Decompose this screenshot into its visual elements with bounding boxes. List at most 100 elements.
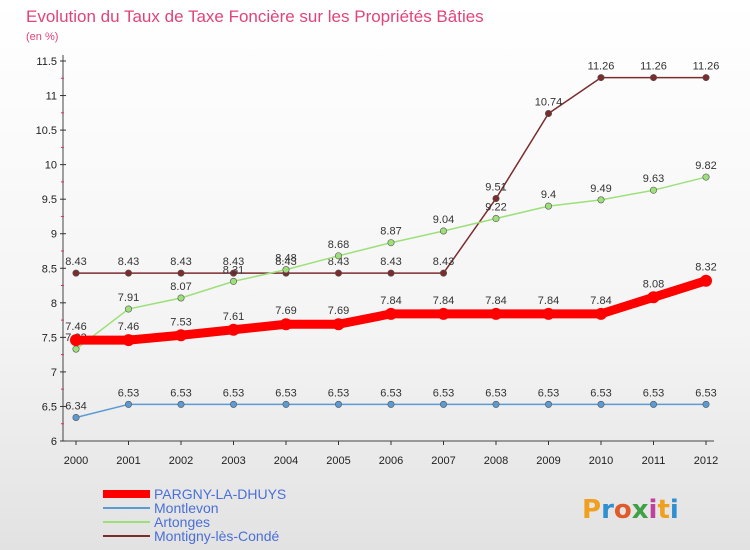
data-point — [282, 266, 290, 274]
data-point — [597, 400, 605, 408]
data-point — [649, 400, 657, 408]
logo-letter: i — [670, 495, 679, 525]
x-tick-label: 2001 — [116, 455, 140, 467]
data-label: 7.69 — [275, 305, 296, 317]
data-point — [439, 269, 447, 277]
legend-label: Montigny-lès-Condé — [154, 528, 279, 544]
data-label: 7.53 — [170, 316, 191, 328]
data-label: 6.53 — [223, 387, 244, 399]
data-label: 8.07 — [170, 281, 191, 293]
data-point — [597, 74, 605, 82]
y-tick-label: 7.5 — [42, 332, 57, 344]
data-point — [542, 307, 555, 320]
data-point — [387, 239, 395, 247]
data-point — [544, 110, 552, 118]
logo-text: Proxiti — [582, 495, 679, 525]
data-point — [490, 307, 502, 320]
data-label: 9.22 — [485, 202, 506, 214]
data-point — [492, 400, 500, 408]
x-tick-label: 2000 — [64, 455, 88, 467]
data-label: 8.43 — [433, 256, 454, 268]
data-label: 8.43 — [118, 256, 139, 268]
data-label: 7.46 — [65, 321, 86, 333]
x-tick-label: 2006 — [379, 455, 403, 467]
y-tick-label: 6.5 — [42, 401, 57, 413]
x-tick-label: 2004 — [274, 455, 298, 467]
proxiti-logo: Proxiti — [582, 495, 679, 525]
data-label: 6.53 — [328, 387, 349, 399]
data-point — [437, 307, 450, 320]
data-point — [72, 269, 80, 277]
series-layer: 8.43 8.43 8.43 8.43 8.43 8.43 8.43 8.43 9.51 10.7… — [65, 61, 719, 422]
data-point — [282, 400, 290, 408]
data-label: 8.43 — [223, 256, 244, 268]
y-tick-label: 9.5 — [42, 194, 57, 206]
data-point — [647, 291, 660, 304]
data-label: 8.32 — [695, 262, 716, 274]
x-tick-label: 2003 — [221, 455, 245, 467]
data-label: 6.53 — [695, 387, 716, 399]
data-label: 6.34 — [65, 401, 86, 413]
logo-letter: i — [649, 495, 658, 525]
data-label: 8.43 — [380, 256, 401, 268]
data-point — [544, 202, 552, 210]
data-label: 7.91 — [118, 292, 139, 304]
x-tick-label: 2002 — [169, 455, 193, 467]
data-point — [702, 173, 710, 181]
data-point — [177, 269, 185, 277]
data-point — [334, 252, 342, 260]
data-point — [492, 194, 500, 202]
data-label: 7.84 — [380, 295, 401, 307]
data-point — [385, 307, 397, 320]
data-point — [72, 345, 80, 353]
data-label: 9.63 — [643, 173, 664, 185]
legend: PARGNY-LA-DHUYSMontlevonArtongesMontigny… — [103, 486, 286, 544]
data-point — [70, 334, 82, 347]
chart-title: Evolution du Taux de Taxe Foncière sur l… — [26, 7, 484, 26]
data-point — [125, 305, 133, 313]
data-point — [649, 74, 657, 82]
data-point — [175, 329, 187, 342]
legend-label: PARGNY-LA-DHUYS — [154, 486, 286, 502]
data-point — [700, 274, 712, 287]
data-point — [72, 414, 80, 422]
data-point — [702, 400, 710, 408]
data-label: 6.53 — [275, 387, 296, 399]
x-tick-label: 2012 — [694, 455, 718, 467]
series-2: 7.337.918.078.318.488.688.879.049.229.49… — [65, 160, 717, 353]
data-point — [125, 400, 133, 408]
data-label: 6.53 — [380, 387, 401, 399]
data-label: 7.69 — [328, 305, 349, 317]
chart-subtitle: (en %) — [26, 31, 58, 43]
data-label: 8.87 — [380, 226, 401, 238]
data-point — [387, 400, 395, 408]
data-point — [230, 400, 238, 408]
x-tick-label: 2005 — [326, 455, 350, 467]
data-label: 9.04 — [433, 214, 454, 226]
x-tick-label: 2007 — [431, 455, 455, 467]
data-label: 8.43 — [328, 256, 349, 268]
data-point — [595, 307, 607, 320]
data-label: 9.49 — [590, 183, 611, 195]
data-point — [387, 269, 395, 277]
data-label: 6.53 — [643, 387, 664, 399]
data-point — [492, 215, 500, 223]
series-3: 8.43 8.43 8.43 8.43 8.43 8.43 8.43 8.43 9.51 10.7… — [65, 61, 719, 277]
y-tick-label: 10.5 — [36, 125, 57, 137]
series-0: 7.46 7.46 7.53 7.61 7.69 7.69 7.84 7.84 7.84 7.84… — [65, 262, 717, 347]
data-label: 6.53 — [485, 387, 506, 399]
data-label: 9.4 — [541, 189, 556, 201]
data-label: 6.53 — [170, 387, 191, 399]
data-label: 9.51 — [485, 181, 506, 193]
data-point — [280, 318, 292, 331]
data-point — [230, 277, 238, 285]
data-label: 8.31 — [223, 264, 244, 276]
data-label: 6.53 — [538, 387, 559, 399]
series-1: 6.34 6.53 6.53 6.53 6.53 6.53 6.53 6.53 6.53 6.53… — [65, 387, 717, 422]
data-point — [125, 269, 133, 277]
data-point — [334, 400, 342, 408]
y-tick-label: 10 — [45, 160, 57, 172]
data-label: 7.61 — [223, 311, 244, 323]
logo-letter: o — [614, 495, 632, 525]
